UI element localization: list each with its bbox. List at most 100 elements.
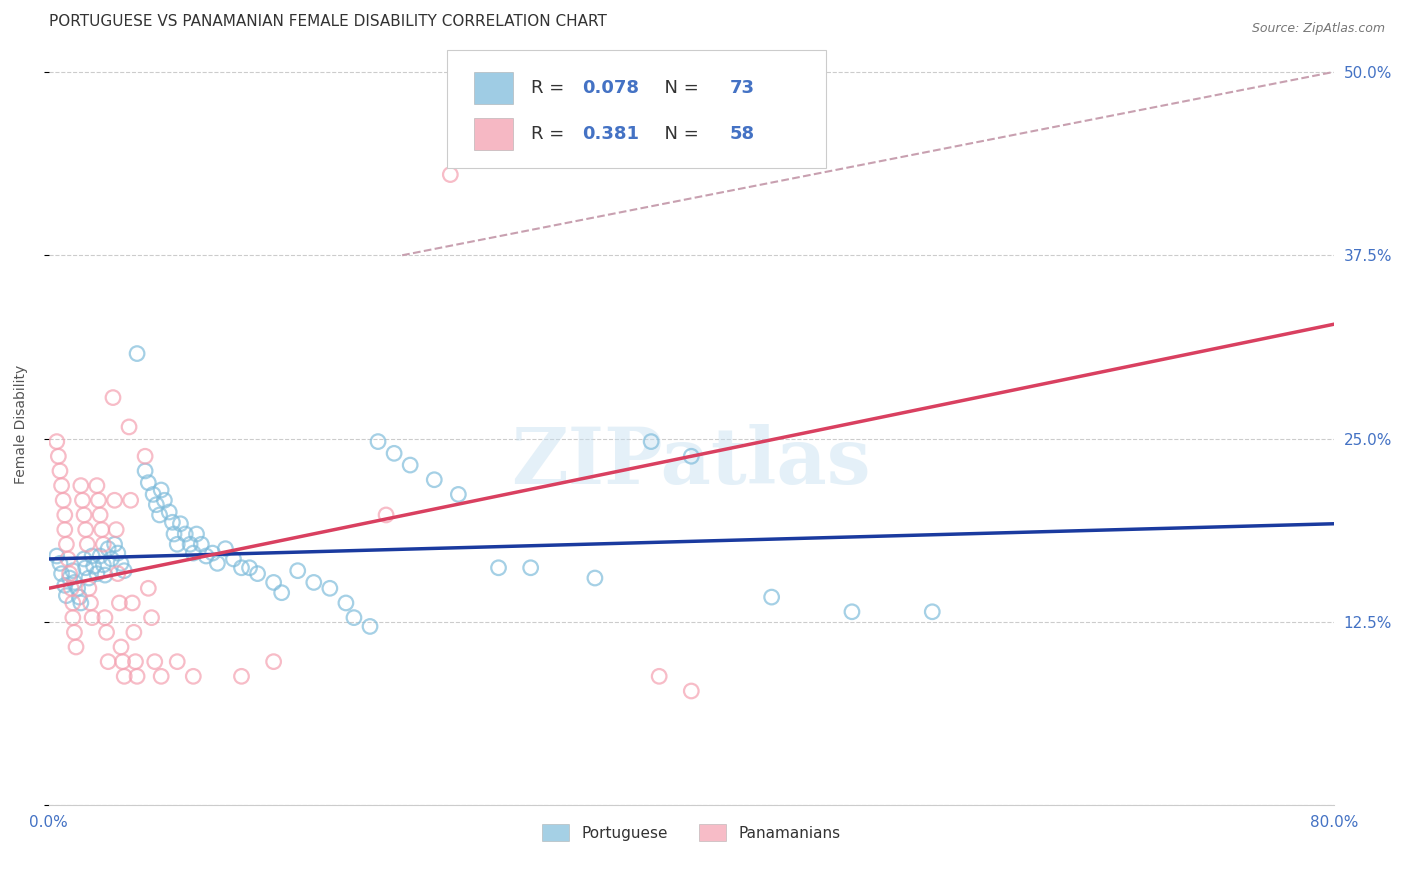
Point bbox=[134, 450, 156, 464]
Point bbox=[93, 558, 115, 572]
Point bbox=[166, 537, 188, 551]
Point bbox=[319, 582, 342, 596]
Point bbox=[201, 546, 224, 560]
Point bbox=[87, 493, 110, 508]
Point bbox=[111, 655, 134, 669]
Point bbox=[100, 552, 122, 566]
Point bbox=[148, 508, 170, 522]
Point bbox=[53, 523, 76, 537]
Point bbox=[73, 552, 96, 566]
Point bbox=[55, 589, 77, 603]
Point bbox=[83, 559, 105, 574]
Point bbox=[60, 582, 83, 596]
Point bbox=[382, 446, 405, 460]
Point bbox=[53, 578, 76, 592]
Point bbox=[59, 571, 82, 585]
Point bbox=[45, 549, 67, 563]
Point bbox=[124, 655, 146, 669]
Point bbox=[153, 493, 176, 508]
Point bbox=[399, 458, 422, 472]
Point bbox=[335, 596, 357, 610]
Point bbox=[231, 669, 253, 683]
Point bbox=[90, 523, 112, 537]
Point bbox=[121, 596, 143, 610]
Text: ZIPatlas: ZIPatlas bbox=[512, 424, 872, 500]
Point bbox=[63, 575, 86, 590]
Point bbox=[67, 590, 90, 604]
Point bbox=[77, 571, 100, 585]
Point bbox=[681, 684, 703, 698]
Point bbox=[112, 564, 135, 578]
Point bbox=[93, 537, 115, 551]
Point bbox=[45, 434, 67, 449]
Point bbox=[145, 498, 167, 512]
Point bbox=[125, 669, 148, 683]
Point bbox=[79, 596, 101, 610]
Point bbox=[48, 450, 70, 464]
Point bbox=[73, 508, 96, 522]
Point bbox=[195, 549, 218, 563]
Point bbox=[49, 557, 72, 571]
Point bbox=[134, 464, 156, 478]
Point bbox=[107, 566, 129, 581]
Point bbox=[921, 605, 943, 619]
Point bbox=[263, 655, 285, 669]
Text: 73: 73 bbox=[730, 79, 755, 97]
Point bbox=[97, 655, 120, 669]
Point bbox=[86, 478, 108, 492]
Point bbox=[222, 552, 245, 566]
Point bbox=[53, 508, 76, 522]
Point bbox=[56, 552, 79, 566]
Point bbox=[150, 669, 173, 683]
Point bbox=[108, 596, 131, 610]
Point bbox=[150, 483, 173, 497]
Point bbox=[86, 566, 108, 581]
Point bbox=[238, 561, 260, 575]
Point bbox=[62, 596, 84, 610]
Point bbox=[367, 434, 389, 449]
FancyBboxPatch shape bbox=[447, 50, 827, 169]
Point bbox=[82, 549, 104, 563]
Point bbox=[103, 493, 125, 508]
Point bbox=[62, 564, 84, 578]
Point bbox=[70, 596, 93, 610]
Point bbox=[110, 557, 132, 571]
Point bbox=[142, 487, 165, 501]
Y-axis label: Female Disability: Female Disability bbox=[14, 364, 28, 483]
Text: 58: 58 bbox=[730, 125, 755, 143]
Point bbox=[179, 537, 201, 551]
Point bbox=[122, 625, 145, 640]
Point bbox=[66, 582, 89, 596]
Point bbox=[519, 561, 541, 575]
Point bbox=[246, 566, 269, 581]
Point bbox=[157, 505, 180, 519]
Point bbox=[181, 669, 204, 683]
Point bbox=[105, 523, 128, 537]
Point bbox=[375, 508, 398, 522]
Point bbox=[488, 561, 510, 575]
Point bbox=[94, 568, 117, 582]
Point bbox=[302, 575, 325, 590]
Text: PORTUGUESE VS PANAMANIAN FEMALE DISABILITY CORRELATION CHART: PORTUGUESE VS PANAMANIAN FEMALE DISABILI… bbox=[49, 14, 606, 29]
Point bbox=[63, 625, 86, 640]
Point bbox=[423, 473, 446, 487]
Point bbox=[287, 564, 309, 578]
Point bbox=[439, 168, 461, 182]
Point bbox=[190, 537, 212, 551]
Point bbox=[186, 527, 208, 541]
Text: N =: N = bbox=[652, 125, 704, 143]
Point bbox=[681, 450, 703, 464]
Point bbox=[75, 561, 97, 575]
Point bbox=[89, 549, 111, 563]
Text: Source: ZipAtlas.com: Source: ZipAtlas.com bbox=[1251, 22, 1385, 36]
Point bbox=[162, 516, 184, 530]
Point bbox=[263, 575, 285, 590]
Point bbox=[118, 420, 141, 434]
Point bbox=[52, 493, 75, 508]
Point bbox=[141, 610, 163, 624]
Point bbox=[96, 625, 118, 640]
Point bbox=[65, 640, 87, 654]
Point bbox=[51, 478, 73, 492]
Point bbox=[82, 610, 104, 624]
Point bbox=[110, 640, 132, 654]
